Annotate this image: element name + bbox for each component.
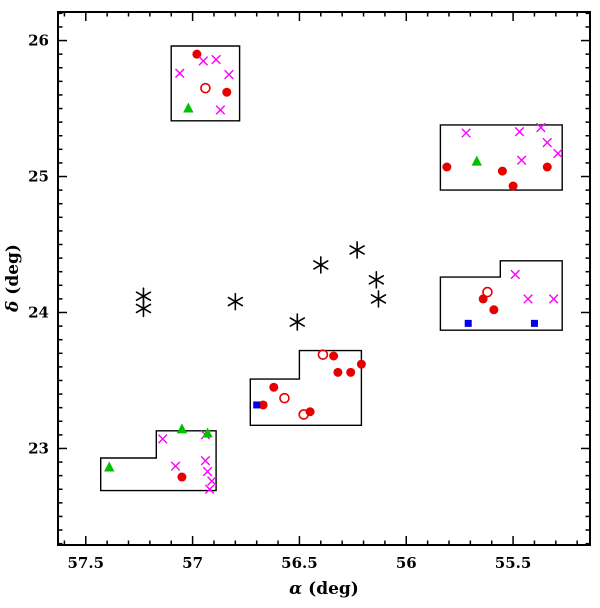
- marker-asterisk: [349, 241, 365, 259]
- marker-circle-open: [317, 349, 329, 360]
- marker-circle-filled: [497, 166, 507, 176]
- marker-x: [174, 68, 185, 78]
- marker-x: [516, 155, 527, 166]
- survey-region-outline: [170, 45, 241, 122]
- marker-circle-filled: [542, 162, 552, 172]
- marker-x: [461, 128, 471, 138]
- marker-x: [204, 484, 215, 495]
- marker-x: [510, 269, 521, 280]
- axes-layer: 57.5 57 56.5 56 55.5 23 24 25 26: [28, 11, 591, 572]
- x-tick-label: 55.5: [495, 554, 532, 572]
- x-axis-label: α (deg): [289, 579, 359, 599]
- marker-circle-filled: [333, 367, 343, 377]
- survey-region-outline: [100, 430, 217, 492]
- marker-circle-filled: [329, 351, 339, 361]
- survey-region-outline: [439, 124, 563, 191]
- marker-asterisk: [227, 292, 244, 311]
- marker-asterisk: [313, 256, 329, 274]
- y-axis-label: δ (deg): [3, 244, 23, 313]
- marker-x: [548, 294, 559, 304]
- marker-square-filled: [253, 401, 261, 409]
- marker-x: [170, 461, 181, 471]
- survey-region-outline: [249, 349, 363, 426]
- marker-circle-open: [482, 286, 493, 298]
- marker-circle-filled: [508, 181, 518, 191]
- marker-x: [224, 69, 234, 80]
- marker-circle-filled: [269, 382, 279, 392]
- y-tick-label: 26: [28, 32, 49, 50]
- plot-frame: [57, 11, 591, 546]
- marker-x: [211, 54, 221, 65]
- regions-layer: [100, 45, 563, 492]
- marker-x: [157, 434, 168, 444]
- marker-circle-filled: [489, 305, 499, 315]
- marker-circle-filled: [222, 87, 232, 97]
- marker-circle-filled: [192, 49, 202, 59]
- marker-asterisk: [370, 290, 387, 308]
- survey-region-outline: [439, 260, 563, 331]
- x-tick-label: 57: [182, 554, 203, 572]
- marker-asterisk: [135, 299, 152, 318]
- marker-x: [202, 466, 213, 477]
- marker-circle-filled: [346, 367, 356, 377]
- marker-x: [553, 148, 563, 159]
- marker-x: [207, 476, 217, 486]
- marker-square-filled: [464, 319, 472, 327]
- marker-triangle-filled: [471, 155, 482, 166]
- marker-circle-open: [279, 392, 290, 404]
- marker-x: [536, 122, 546, 133]
- y-tick-label: 24: [28, 303, 49, 321]
- x-tick-label: 57.5: [68, 554, 105, 572]
- marker-circle-open: [298, 409, 310, 420]
- marker-asterisk: [368, 271, 385, 289]
- x-tick-label: 56.5: [281, 554, 318, 572]
- marker-circle-filled: [356, 359, 366, 369]
- marker-circle-filled: [442, 162, 452, 172]
- marker-x: [198, 56, 209, 66]
- marker-x: [523, 294, 533, 304]
- marker-triangle-filled: [183, 102, 194, 113]
- marker-triangle-filled: [104, 461, 115, 472]
- marker-x: [542, 137, 553, 148]
- marker-triangle-filled: [202, 427, 213, 438]
- marker-x: [200, 455, 211, 466]
- y-tick-label: 23: [28, 439, 49, 457]
- marker-circle-filled: [177, 472, 187, 482]
- y-tick-label: 25: [28, 168, 49, 186]
- marker-x: [514, 126, 525, 137]
- marker-square-filled: [530, 319, 538, 327]
- marker-circle-open: [200, 82, 211, 94]
- x-tick-label: 56: [396, 554, 417, 572]
- marker-triangle-filled: [176, 423, 188, 434]
- marker-x: [215, 105, 226, 115]
- marker-asterisk: [289, 313, 306, 331]
- markers-layer: [104, 49, 563, 495]
- marker-circle-filled: [258, 400, 268, 410]
